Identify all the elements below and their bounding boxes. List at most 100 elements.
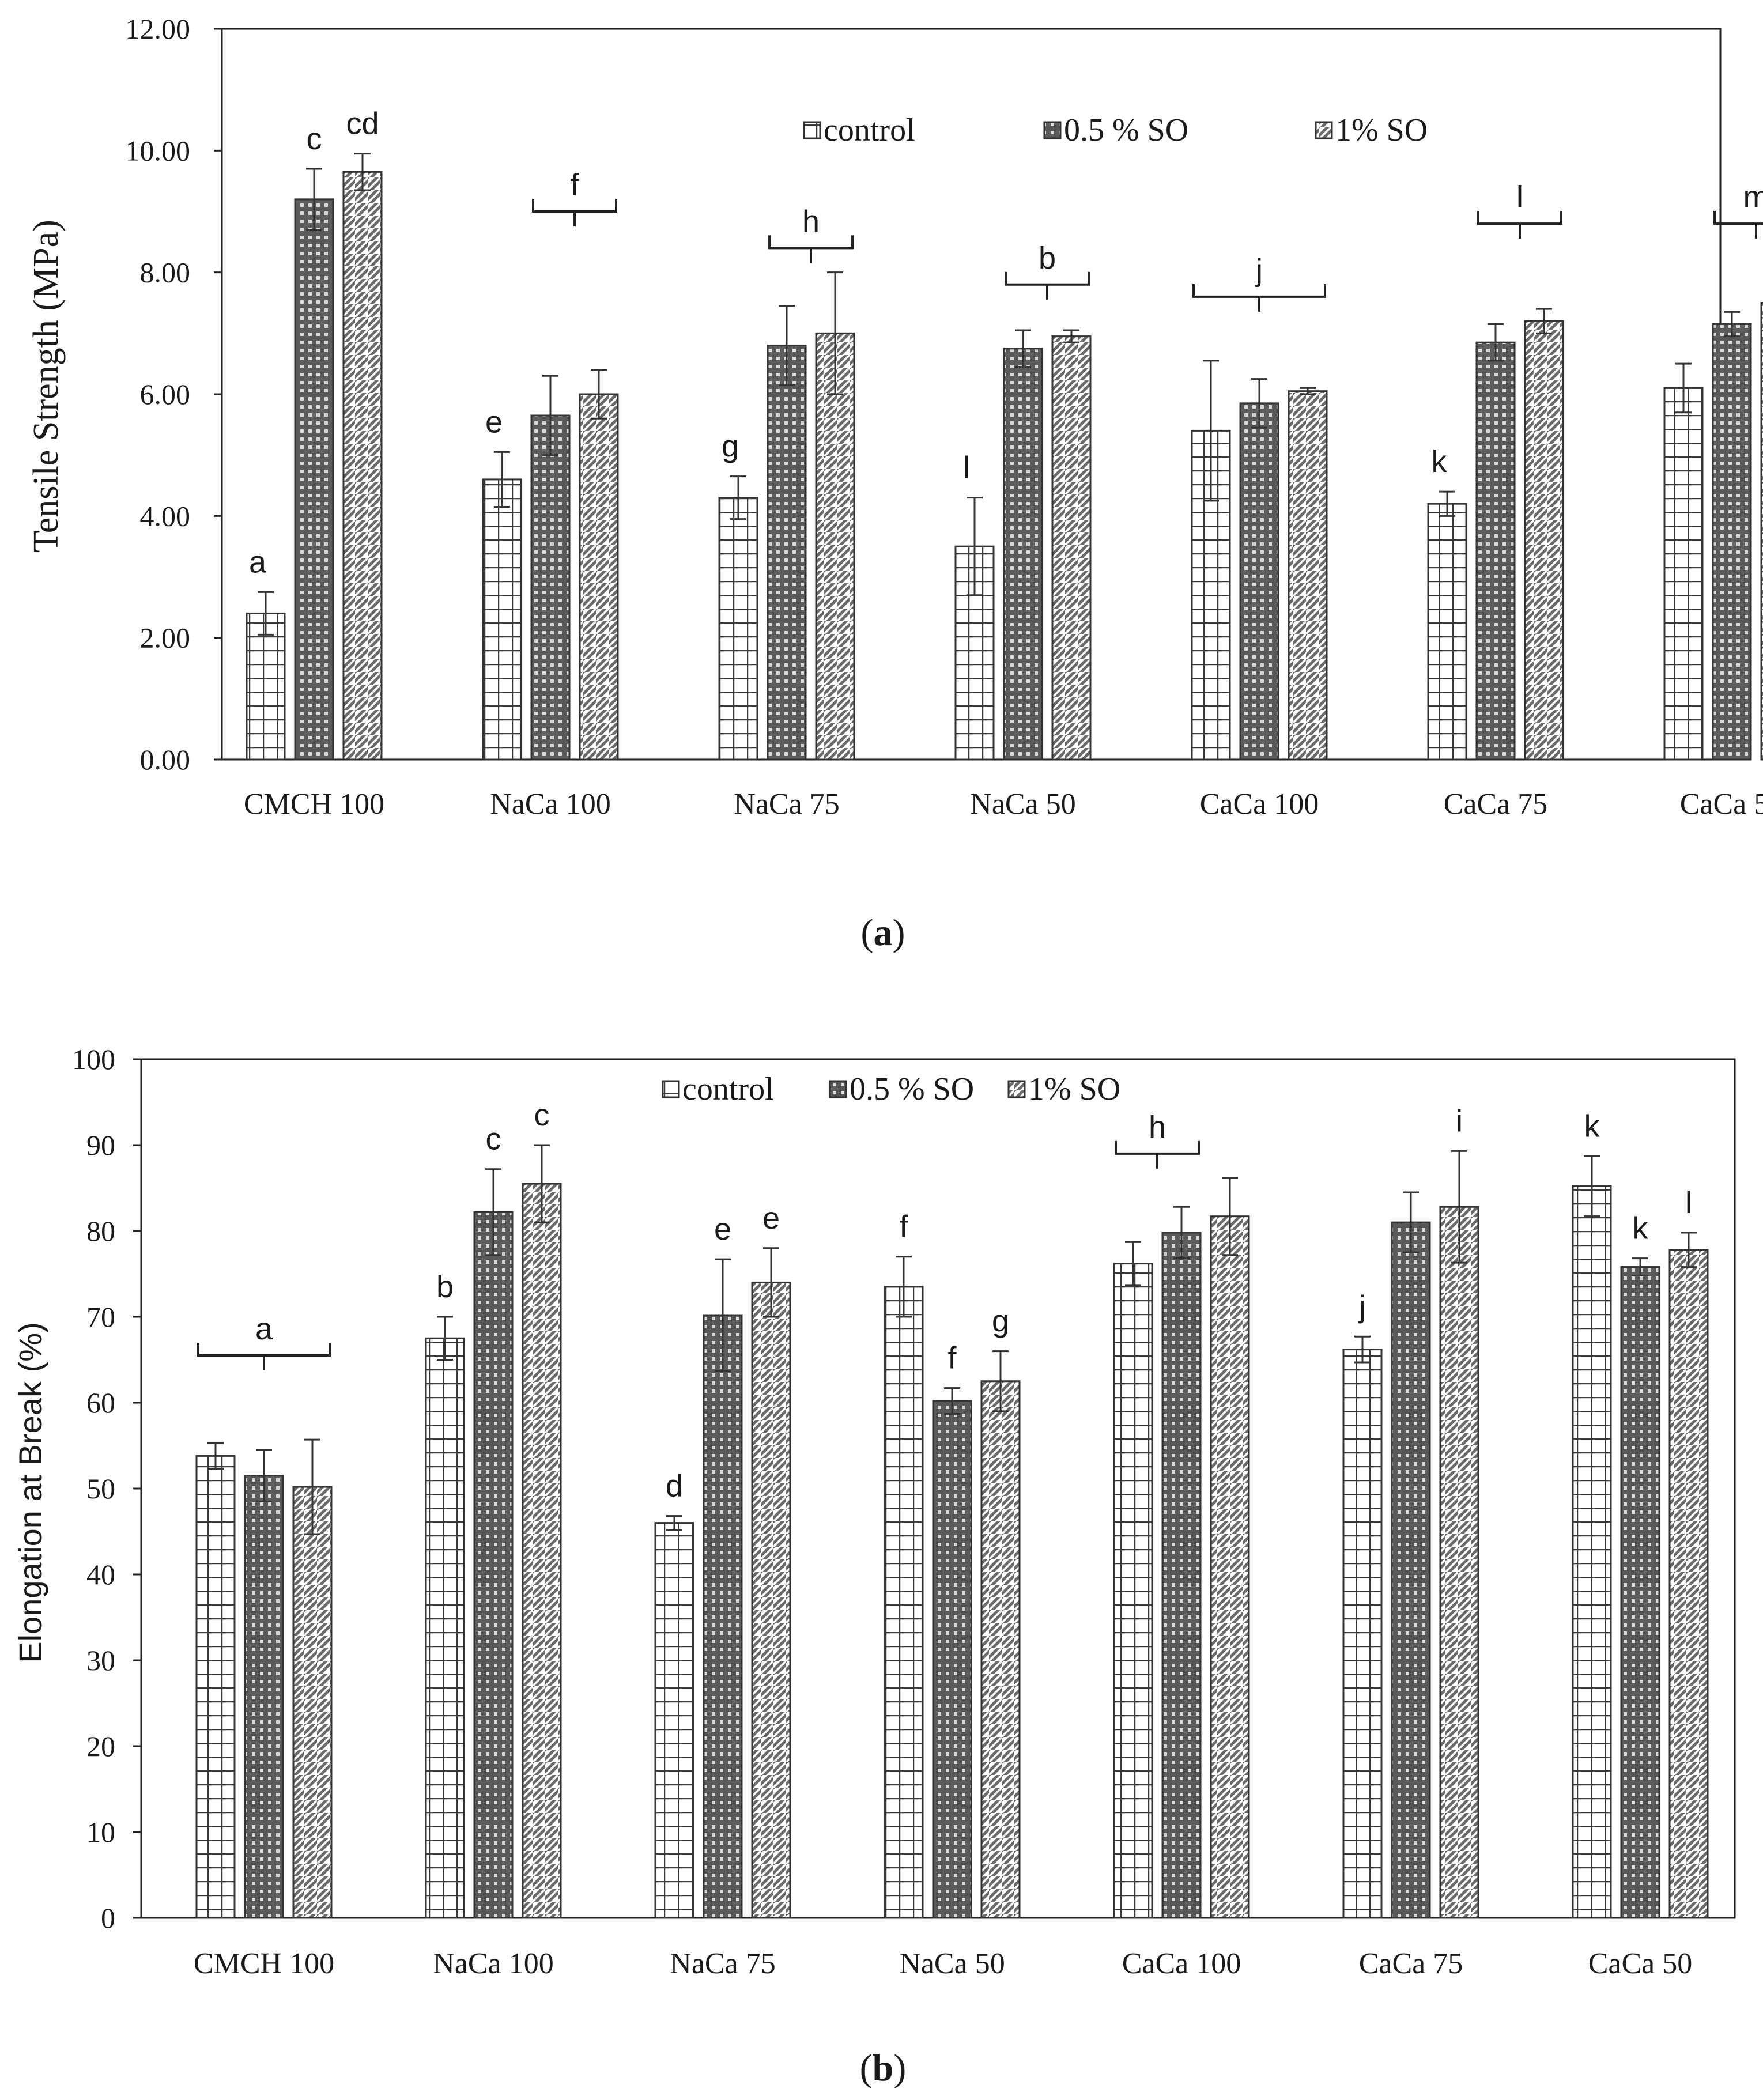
error-bar: [542, 375, 558, 456]
significance-bracket: [1477, 211, 1562, 239]
bar-half-so: [1391, 1221, 1431, 1919]
significance-letter: c: [534, 1098, 550, 1132]
significance-letter: i: [1456, 1104, 1463, 1138]
error-bar: [779, 305, 795, 386]
bar-control: [425, 1337, 465, 1919]
significance-letter: cd: [346, 107, 379, 141]
x-category-label: CaCa 50: [1588, 1947, 1693, 1980]
bar-one-so: [1210, 1215, 1250, 1919]
bar-control: [482, 478, 522, 761]
legend-label-control: control: [682, 1071, 774, 1107]
error-bar: [1125, 1241, 1141, 1286]
error-bar: [827, 271, 843, 395]
significance-bracket: [1005, 271, 1090, 300]
bar-one-so: [292, 1486, 333, 1919]
bar-control: [1113, 1263, 1153, 1919]
bar-half-so: [1620, 1266, 1660, 1919]
legend-swatch-control: [803, 121, 821, 139]
bar-half-so: [932, 1400, 972, 1919]
bar-one-so: [980, 1380, 1021, 1919]
significance-letter: j: [1358, 1289, 1366, 1324]
error-bar: [256, 1449, 272, 1502]
bar-one-so: [1288, 390, 1328, 761]
error-bar: [1675, 362, 1692, 414]
y-tick-label: 10.00: [126, 134, 191, 167]
error-bar: [967, 497, 983, 596]
y-tick-label: 100: [72, 1043, 115, 1075]
error-bar: [1488, 323, 1504, 362]
significance-letter: m: [1743, 180, 1763, 214]
error-bar: [1632, 1257, 1648, 1276]
bar-half-so: [530, 414, 571, 761]
error-bar: [763, 1247, 779, 1318]
significance-letter: b: [436, 1270, 454, 1304]
y-tick-label: 90: [86, 1129, 115, 1161]
bar-control: [1572, 1185, 1612, 1919]
y-tick-label: 30: [86, 1644, 115, 1676]
bar-one-so: [1051, 335, 1092, 761]
legend-swatch-half-so: [829, 1080, 847, 1098]
error-bar: [1681, 1232, 1697, 1268]
error-bar: [1354, 1335, 1371, 1364]
panel-caption: (a): [861, 912, 905, 954]
error-bar: [591, 369, 607, 420]
bar-control: [246, 612, 286, 761]
x-category-label: CaCa 50: [1680, 788, 1763, 821]
significance-bracket: [1115, 1140, 1200, 1169]
significance-letter: k: [1633, 1211, 1649, 1246]
panel-caption: (b): [860, 2047, 907, 2089]
bar-one-so: [579, 393, 619, 761]
bar-control: [1427, 503, 1467, 761]
significance-letter: c: [486, 1122, 501, 1157]
error-bar: [1203, 360, 1219, 502]
bar-half-so: [1239, 402, 1279, 761]
error-bar: [992, 1350, 1009, 1412]
x-category-label: CMCH 100: [244, 788, 384, 821]
y-tick-label: 2.00: [140, 622, 191, 654]
x-category-label: NaCa 75: [734, 788, 839, 821]
legend-label-one-so: 1% SO: [1028, 1071, 1120, 1107]
significance-bracket: [768, 235, 854, 263]
bar-half-so: [294, 198, 334, 761]
y-tick-label: 80: [86, 1215, 115, 1247]
significance-letter: k: [1584, 1109, 1600, 1143]
significance-letter: f: [899, 1210, 908, 1244]
y-tick-label: 40: [86, 1558, 115, 1591]
x-category-label: NaCa 75: [670, 1947, 775, 1980]
significance-letter: d: [666, 1469, 683, 1504]
error-bar: [944, 1387, 960, 1415]
significance-letter: l: [1685, 1185, 1692, 1220]
x-category-label: NaCa 50: [970, 788, 1075, 821]
bar-one-so: [1668, 1249, 1709, 1919]
significance-bracket: [532, 199, 617, 226]
significance-letter: f: [570, 168, 579, 202]
error-bar: [354, 153, 371, 191]
legend-swatch-one-so: [1315, 121, 1333, 139]
error-bar: [1724, 311, 1740, 338]
legend-label-one-so: 1% SO: [1335, 112, 1428, 148]
legend-swatch-control: [662, 1080, 680, 1098]
significance-bracket: [197, 1343, 331, 1371]
tensile-strength-chart: Tensile Strength (MPa) (a) 0.00 2.00 4.00 6…: [27, 13, 1763, 954]
legend-label-control: control: [824, 112, 915, 148]
y-tick-label: 70: [86, 1301, 115, 1333]
significance-letter: c: [307, 122, 322, 156]
bar-control: [884, 1286, 924, 1919]
significance-letter: h: [802, 204, 820, 239]
bar-half-so: [1712, 323, 1752, 761]
y-axis-title: Elongation at Break (%): [12, 1322, 48, 1663]
y-tick-label: 20: [86, 1730, 115, 1762]
significance-letter: f: [947, 1341, 957, 1376]
bar-half-so: [1003, 348, 1043, 761]
bar-one-so: [751, 1281, 791, 1919]
error-bar: [304, 1438, 320, 1535]
error-bar: [258, 591, 274, 636]
significance-letter: l: [1516, 180, 1523, 214]
error-bar: [666, 1515, 682, 1531]
x-category-label: NaCa 100: [433, 1947, 553, 1980]
significance-letter: g: [722, 429, 739, 464]
bar-one-so: [1760, 302, 1763, 761]
bar-half-so: [767, 344, 807, 761]
y-tick-label: 4.00: [140, 500, 191, 532]
